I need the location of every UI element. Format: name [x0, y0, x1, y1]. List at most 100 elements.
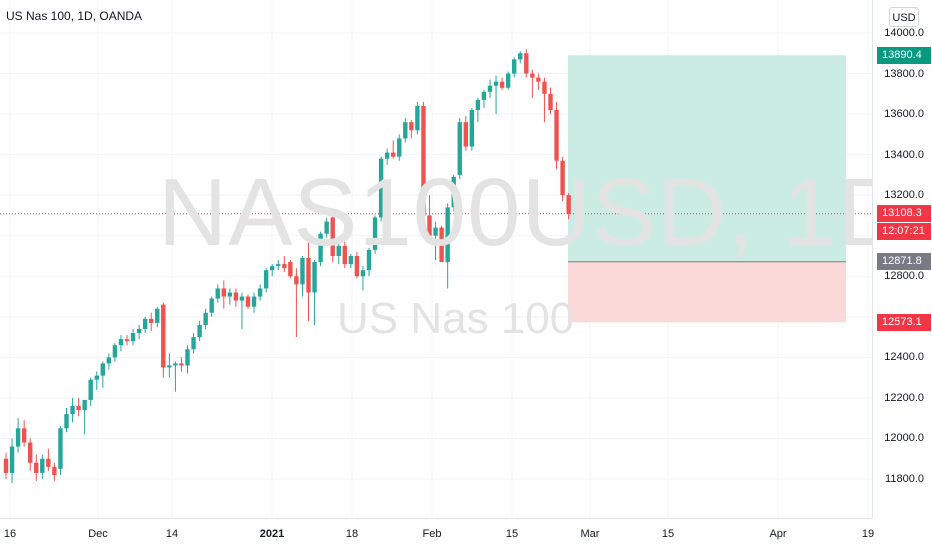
candle[interactable]: [451, 174, 456, 212]
candle[interactable]: [566, 193, 571, 220]
candle[interactable]: [560, 156, 565, 202]
candle[interactable]: [493, 75, 499, 115]
candle[interactable]: [518, 51, 523, 64]
candle[interactable]: [457, 118, 462, 179]
price-axis[interactable]: USD 14000.0 13800.0 13600.0 13400.0 13200.0 1…: [872, 0, 932, 518]
candle[interactable]: [257, 284, 263, 301]
candle[interactable]: [536, 73, 541, 90]
candle[interactable]: [15, 418, 21, 453]
candle[interactable]: [245, 294, 251, 309]
candle[interactable]: [149, 312, 154, 332]
candle[interactable]: [28, 438, 33, 471]
candle[interactable]: [481, 89, 487, 109]
candle[interactable]: [360, 266, 366, 291]
candlestick-chart[interactable]: [0, 0, 872, 518]
candle[interactable]: [330, 215, 335, 263]
candle[interactable]: [300, 256, 305, 297]
candle[interactable]: [421, 101, 426, 216]
candle[interactable]: [203, 308, 208, 329]
candle[interactable]: [40, 454, 45, 479]
candle[interactable]: [239, 292, 245, 329]
candle[interactable]: [100, 361, 105, 388]
candle[interactable]: [469, 108, 475, 151]
candle[interactable]: [403, 118, 408, 143]
candle[interactable]: [324, 217, 329, 238]
candle[interactable]: [64, 408, 69, 433]
candle[interactable]: [197, 320, 202, 342]
candle[interactable]: [318, 231, 323, 267]
candle[interactable]: [384, 148, 390, 165]
candle[interactable]: [34, 454, 39, 482]
candle[interactable]: [46, 448, 51, 471]
candle[interactable]: [348, 253, 354, 269]
candle[interactable]: [548, 87, 553, 115]
candle[interactable]: [118, 335, 124, 352]
candle[interactable]: [21, 420, 27, 447]
candle[interactable]: [76, 397, 81, 417]
candle[interactable]: [179, 357, 184, 372]
currency-button[interactable]: USD: [889, 7, 919, 27]
candle[interactable]: [82, 399, 87, 435]
chart-pane[interactable]: NAS100USD, 1D US Nas 100 US Nas 100, 1D,…: [0, 0, 872, 518]
candle[interactable]: [161, 302, 166, 378]
candle[interactable]: [306, 241, 311, 321]
candle[interactable]: [124, 335, 130, 346]
candle[interactable]: [342, 241, 347, 269]
candle[interactable]: [173, 361, 178, 392]
candle[interactable]: [136, 324, 142, 340]
candle[interactable]: [130, 328, 136, 346]
candle[interactable]: [336, 243, 341, 265]
candle[interactable]: [445, 203, 450, 289]
candle[interactable]: [372, 215, 378, 254]
candle[interactable]: [112, 343, 118, 362]
candle[interactable]: [487, 79, 493, 98]
candle[interactable]: [409, 120, 414, 139]
time-axis[interactable]: 16 Dec 14 2021 18 Feb 15 Mar 15 Apr 19: [0, 518, 874, 550]
candle[interactable]: [251, 292, 257, 313]
candle[interactable]: [233, 288, 239, 307]
candle[interactable]: [106, 353, 112, 370]
candle[interactable]: [391, 140, 396, 159]
candle[interactable]: [554, 101, 559, 169]
candle[interactable]: [366, 247, 372, 277]
candle[interactable]: [276, 260, 281, 271]
candle[interactable]: [3, 452, 9, 479]
candle[interactable]: [530, 69, 535, 98]
candle[interactable]: [94, 371, 99, 390]
candle[interactable]: [185, 345, 190, 374]
candle[interactable]: [475, 97, 481, 123]
long-position-loss-zone[interactable]: [568, 261, 846, 323]
candle[interactable]: [439, 225, 444, 263]
candle[interactable]: [215, 284, 220, 303]
candle[interactable]: [542, 77, 547, 123]
candle[interactable]: [9, 438, 15, 484]
candle[interactable]: [155, 306, 160, 327]
candle[interactable]: [88, 377, 93, 407]
candle[interactable]: [499, 77, 505, 90]
candle[interactable]: [263, 268, 269, 293]
candle[interactable]: [167, 353, 172, 378]
candle[interactable]: [378, 156, 384, 222]
candle[interactable]: [58, 426, 63, 475]
candle[interactable]: [463, 116, 468, 151]
candle[interactable]: [191, 333, 196, 354]
long-position-profit-zone[interactable]: [568, 55, 846, 262]
series-legend-title[interactable]: US Nas 100, 1D, OANDA: [6, 9, 143, 23]
candle[interactable]: [227, 288, 233, 305]
candle[interactable]: [270, 264, 275, 277]
candle[interactable]: [142, 316, 148, 334]
candle[interactable]: [505, 71, 511, 90]
candle[interactable]: [354, 251, 360, 279]
candle[interactable]: [221, 280, 226, 309]
candle[interactable]: [288, 260, 293, 279]
candle[interactable]: [433, 221, 438, 261]
candle[interactable]: [524, 49, 529, 78]
candle[interactable]: [52, 462, 57, 482]
candle[interactable]: [427, 195, 432, 242]
candle[interactable]: [312, 260, 317, 325]
candle[interactable]: [294, 268, 299, 338]
candle[interactable]: [209, 296, 214, 317]
candle[interactable]: [282, 256, 287, 273]
candle[interactable]: [397, 134, 402, 161]
candle[interactable]: [70, 397, 75, 423]
